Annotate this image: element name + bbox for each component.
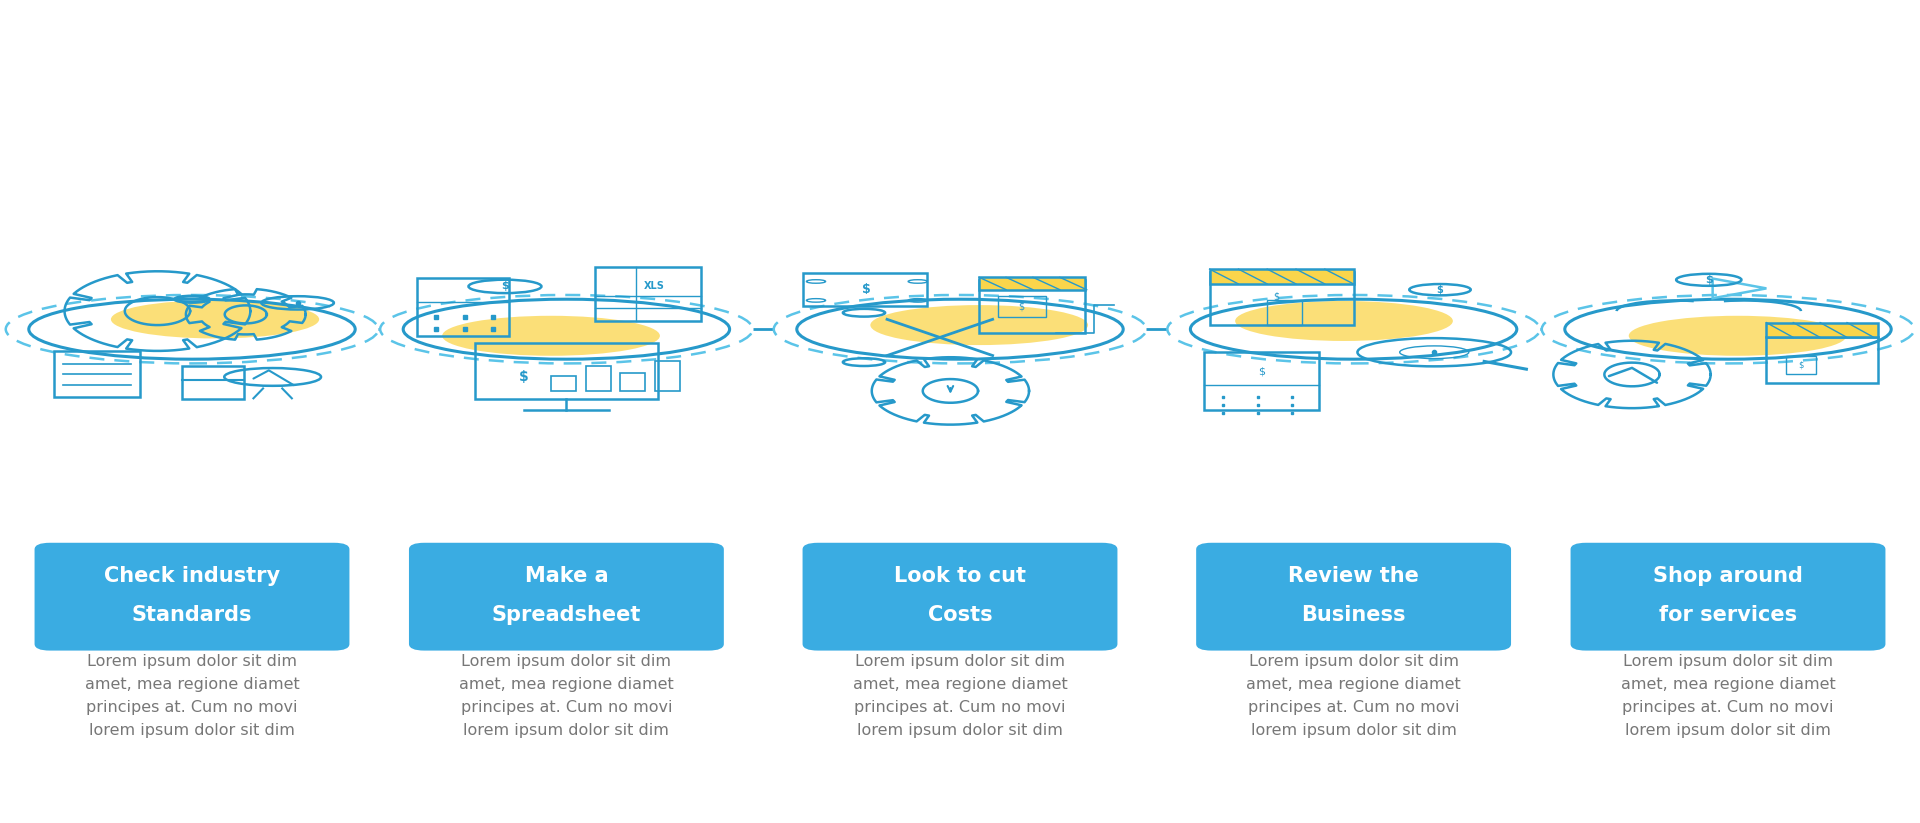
Text: $: $	[1258, 367, 1265, 377]
Bar	[1766, 337, 1878, 383]
Text: $: $	[1273, 291, 1281, 301]
Text: Look to cut: Look to cut	[895, 566, 1025, 586]
Bar	[1267, 300, 1302, 325]
Bar	[1786, 356, 1816, 374]
Bar	[54, 351, 140, 397]
Text: Costs: Costs	[927, 605, 993, 625]
Bar	[1210, 269, 1354, 284]
Text: Shop around: Shop around	[1653, 566, 1803, 586]
Bar	[998, 296, 1046, 317]
FancyBboxPatch shape	[35, 543, 349, 650]
Text: Check industry: Check industry	[104, 566, 280, 586]
Text: Standards: Standards	[132, 605, 252, 625]
FancyBboxPatch shape	[803, 543, 1117, 650]
FancyBboxPatch shape	[1571, 543, 1885, 650]
Bar	[551, 376, 576, 391]
FancyBboxPatch shape	[1196, 543, 1511, 650]
Bar	[1210, 272, 1354, 325]
Ellipse shape	[111, 300, 319, 338]
Bar	[979, 280, 1085, 333]
Text: Lorem ipsum dolor sit dim
amet, mea regione diamet
principes at. Cum no movi
lor: Lorem ipsum dolor sit dim amet, mea regi…	[84, 654, 300, 737]
Bar	[595, 267, 701, 321]
Text: $: $	[1799, 361, 1803, 370]
Text: Review the: Review the	[1288, 566, 1419, 586]
Text: $: $	[1436, 285, 1444, 295]
Text: $: $	[862, 283, 870, 296]
FancyBboxPatch shape	[409, 543, 724, 650]
Text: Business: Business	[1302, 605, 1405, 625]
Bar	[476, 343, 657, 399]
Bar	[655, 361, 680, 391]
Bar	[417, 278, 509, 336]
Text: Spreadsheet: Spreadsheet	[492, 605, 641, 625]
Text: Make a: Make a	[524, 566, 609, 586]
Ellipse shape	[1235, 301, 1453, 341]
Bar	[1766, 323, 1878, 337]
Text: $: $	[1705, 275, 1713, 285]
Bar	[586, 366, 611, 391]
Bar	[1204, 352, 1319, 410]
Bar	[182, 366, 244, 399]
Text: XLS: XLS	[645, 281, 664, 291]
Text: Lorem ipsum dolor sit dim
amet, mea regione diamet
principes at. Cum no movi
lor: Lorem ipsum dolor sit dim amet, mea regi…	[1620, 654, 1836, 737]
Text: Lorem ipsum dolor sit dim
amet, mea regione diamet
principes at. Cum no movi
lor: Lorem ipsum dolor sit dim amet, mea regi…	[852, 654, 1068, 737]
Text: Lorem ipsum dolor sit dim
amet, mea regione diamet
principes at. Cum no movi
lor: Lorem ipsum dolor sit dim amet, mea regi…	[1246, 654, 1461, 737]
Bar	[620, 373, 645, 391]
Ellipse shape	[1628, 316, 1847, 356]
Text: for services: for services	[1659, 605, 1797, 625]
Ellipse shape	[442, 316, 660, 356]
Text: $: $	[501, 281, 509, 291]
Ellipse shape	[870, 305, 1089, 345]
Bar	[979, 277, 1085, 290]
Text: $: $	[518, 370, 530, 384]
Text: $: $	[1018, 302, 1025, 312]
Bar	[803, 273, 927, 306]
Text: Lorem ipsum dolor sit dim
amet, mea regione diamet
principes at. Cum no movi
lor: Lorem ipsum dolor sit dim amet, mea regi…	[459, 654, 674, 737]
